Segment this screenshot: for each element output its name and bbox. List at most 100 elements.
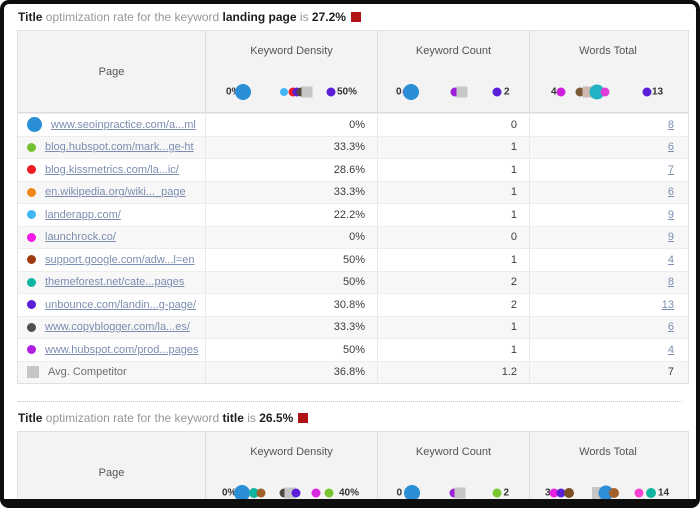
title-is: is	[243, 411, 260, 425]
page-link[interactable]: landerapp.com/	[45, 208, 121, 221]
table-row: unbounce.com/landin...g-page/30.8% 2 13	[18, 293, 688, 316]
words-total-link[interactable]: 6	[667, 186, 674, 199]
words-cell: 13	[530, 294, 686, 316]
words-cell: 6	[530, 317, 686, 339]
site-dot-marker	[27, 165, 36, 175]
words-total-link[interactable]: 4	[667, 343, 674, 356]
title-lead: Title	[18, 10, 43, 24]
page-link[interactable]: support.google.com/adw...l=en	[45, 253, 195, 266]
scale-square-marker	[456, 86, 468, 97]
words-cell: 9	[530, 204, 686, 226]
count-value: 1	[378, 181, 530, 203]
page-cell: www.seoinpractice.com/a...ml	[18, 114, 206, 136]
page-link[interactable]: www.hubspot.com/prod...pages	[45, 343, 199, 356]
column-header-count: Keyword Count	[378, 432, 530, 472]
title-keyword-table: Page Keyword Density Keyword Count Words…	[17, 431, 689, 499]
title-value: 26.5%	[259, 411, 294, 425]
page-link[interactable]: blog.hubspot.com/mark...ge-ht	[45, 141, 194, 154]
table-row: launchrock.co/0% 0 9	[18, 225, 688, 249]
section2-title: Title optimization rate for the keyword …	[18, 411, 683, 425]
density-value: 22.2%	[206, 204, 378, 226]
count-value: 0	[378, 226, 530, 248]
table-row: support.google.com/adw...l=en 50% 1 4	[18, 248, 688, 271]
table-row: Avg. Competitor 36.8% 1.2 7	[18, 360, 688, 383]
words-total-link[interactable]: 7	[667, 163, 674, 176]
page-cell: en.wikipedia.org/wiki..._page	[18, 181, 206, 203]
table-row: blog.kissmetrics.com/la...ic/28.6% 1 7	[18, 158, 688, 181]
words-scale: 3 14	[545, 483, 671, 499]
count-value: 1	[378, 136, 530, 158]
table-row: blog.hubspot.com/mark...ge-ht 33.3% 1 6	[18, 135, 688, 159]
scale-dot-marker	[256, 488, 266, 497]
scale-dot-marker	[556, 87, 566, 96]
page-cell: support.google.com/adw...l=en	[18, 249, 206, 271]
scale-dot-marker	[556, 488, 566, 497]
density-value: 0%	[206, 114, 378, 136]
words-total-link[interactable]: 8	[667, 276, 674, 289]
page-link[interactable]: www.seoinpractice.com/a...ml	[51, 118, 196, 131]
page-link[interactable]: www.copyblogger.com/la...es/	[45, 321, 190, 334]
scale-label: 50%	[337, 86, 358, 97]
density-scale-cell: 0% 50%	[206, 71, 378, 112]
words-scale-cell: 4 13	[530, 71, 686, 112]
count-value: 2	[378, 271, 530, 293]
words-total-link[interactable]: 8	[667, 118, 674, 131]
scale-dot-marker	[279, 488, 289, 497]
page-link[interactable]: themeforest.net/cate...pages	[45, 276, 185, 289]
title-is: is	[296, 10, 312, 24]
density-value: 50%	[206, 249, 378, 271]
table-row: themeforest.net/cate...pages 50% 2 8	[18, 270, 688, 293]
words-cell: 9	[530, 227, 686, 249]
page-cell: Avg. Competitor	[18, 361, 206, 383]
words-cell: 6	[530, 137, 686, 159]
column-header-page: Page	[18, 432, 206, 499]
page-link[interactable]: launchrock.co/	[45, 231, 116, 244]
site-dot-marker	[27, 117, 42, 133]
words-total-link[interactable]: 6	[667, 321, 674, 334]
site-dot-marker	[27, 322, 36, 332]
scale-dot-marker	[549, 488, 559, 497]
words-total-link[interactable]: 6	[667, 141, 674, 154]
words-total-link[interactable]: 9	[667, 208, 674, 221]
page-link[interactable]: unbounce.com/landin...g-page/	[45, 298, 197, 311]
words-total-link[interactable]: 13	[661, 298, 674, 311]
scale-label: 4	[551, 86, 557, 97]
density-value: 50%	[206, 339, 378, 361]
scale-dot-marker	[249, 487, 259, 498]
site-dot-marker	[27, 277, 36, 287]
count-value: 0	[378, 114, 530, 136]
words-total-link[interactable]: 4	[667, 253, 674, 266]
page-cell: www.hubspot.com/prod...pages	[18, 339, 206, 361]
scale-label: 3	[545, 487, 551, 498]
words-cell: 8	[530, 114, 686, 136]
title-mid: optimization rate for the keyword	[42, 411, 223, 425]
page-link[interactable]: blog.kissmetrics.com/la...ic/	[45, 163, 179, 176]
column-header-density: Keyword Density	[206, 432, 378, 472]
table-row: landerapp.com/22.2% 1 9	[18, 203, 688, 226]
competitor-square-marker	[27, 366, 39, 379]
density-value: 30.8%	[206, 294, 378, 316]
words-scale-cell: 3 14	[530, 472, 686, 499]
density-scale: 0% 40%	[222, 483, 361, 499]
words-cell: 4	[530, 249, 686, 271]
page-cell: unbounce.com/landin...g-page/	[18, 294, 206, 316]
words-total-value: 7	[667, 366, 674, 379]
page-link[interactable]: en.wikipedia.org/wiki..._page	[45, 186, 186, 199]
scale-dot-marker	[600, 87, 610, 96]
scale-dot-marker	[450, 87, 460, 96]
scale-dot-marker	[280, 87, 288, 96]
section1-title: Title optimization rate for the keyword …	[18, 10, 683, 24]
scale-dot-marker	[642, 87, 652, 96]
scale-dot-marker	[564, 487, 574, 498]
site-dot-marker	[27, 142, 36, 152]
scale-dot-marker	[291, 488, 301, 497]
density-value: 33.3%	[206, 316, 378, 338]
words-total-link[interactable]: 9	[667, 231, 674, 244]
scale-dot-marker	[492, 488, 501, 497]
scale-dot-marker	[403, 484, 420, 499]
density-value: 33.3%	[206, 136, 378, 158]
red-square-marker	[350, 12, 361, 22]
